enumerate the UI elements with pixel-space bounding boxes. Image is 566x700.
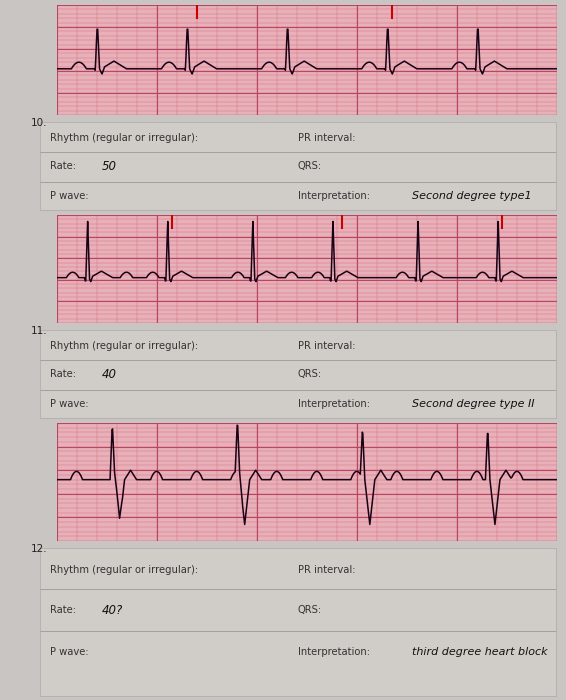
- Text: QRS:: QRS:: [298, 369, 322, 379]
- Text: 10.: 10.: [31, 118, 47, 128]
- Text: Rhythm (regular or irregular):: Rhythm (regular or irregular):: [50, 133, 199, 143]
- Text: P wave:: P wave:: [50, 647, 89, 657]
- Text: PR interval:: PR interval:: [298, 565, 355, 575]
- Text: Interpretation:: Interpretation:: [298, 647, 370, 657]
- Text: Rate:: Rate:: [50, 369, 76, 379]
- Text: Rate:: Rate:: [50, 606, 76, 615]
- Text: 50: 50: [102, 160, 117, 172]
- Text: PR interval:: PR interval:: [298, 341, 355, 351]
- Text: P wave:: P wave:: [50, 191, 89, 201]
- Text: Second degree type II: Second degree type II: [411, 399, 534, 409]
- Text: Rate:: Rate:: [50, 161, 76, 171]
- Text: Interpretation:: Interpretation:: [298, 399, 370, 409]
- Text: PR interval:: PR interval:: [298, 133, 355, 143]
- Text: Interpretation:: Interpretation:: [298, 191, 370, 201]
- Text: 40: 40: [102, 368, 117, 381]
- Text: Rhythm (regular or irregular):: Rhythm (regular or irregular):: [50, 565, 199, 575]
- Text: QRS:: QRS:: [298, 161, 322, 171]
- Text: Second degree type1: Second degree type1: [411, 191, 531, 201]
- Text: 11.: 11.: [31, 326, 47, 336]
- Text: P wave:: P wave:: [50, 399, 89, 409]
- Text: 12.: 12.: [31, 544, 47, 554]
- Text: QRS:: QRS:: [298, 606, 322, 615]
- Text: Rhythm (regular or irregular):: Rhythm (regular or irregular):: [50, 341, 199, 351]
- Text: 40?: 40?: [102, 603, 123, 617]
- Text: third degree heart block: third degree heart block: [411, 647, 547, 657]
